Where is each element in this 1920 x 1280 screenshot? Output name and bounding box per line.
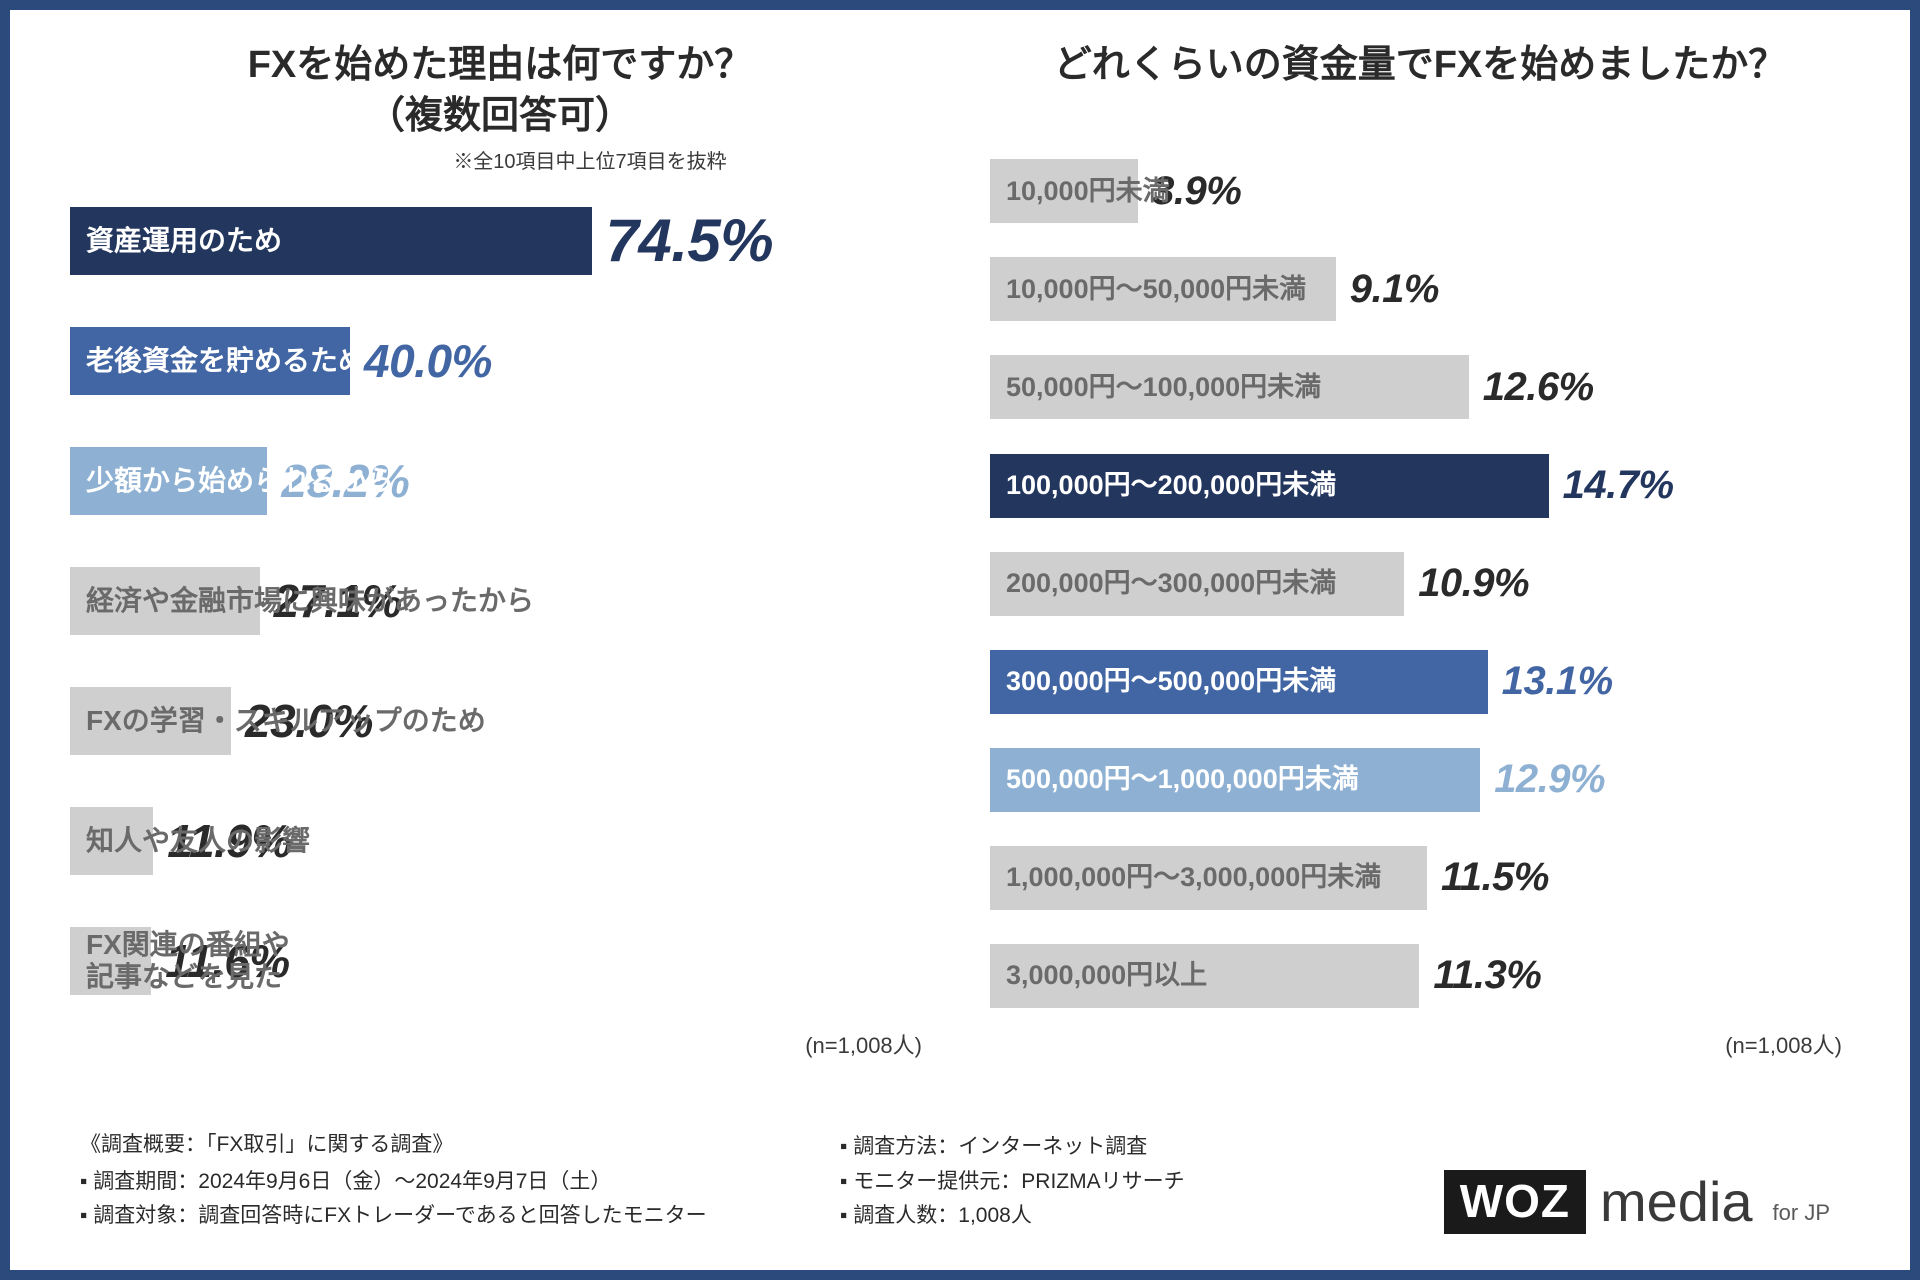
- bar-row: 200,000円〜300,000円未満 10.9%: [990, 552, 1850, 616]
- bar: 資産運用のため: [70, 207, 592, 275]
- left-chart-title: FXを始めた理由は何ですか？（複数回答可）: [70, 40, 930, 143]
- bar-label: 老後資金を貯めるため: [86, 345, 366, 377]
- bar-row: 500,000円〜1,000,000円未満 12.9%: [990, 748, 1850, 812]
- bar-row: 10,000円未満3.9%: [990, 159, 1850, 223]
- left-chart-note: ※全10項目中上位7項目を抜粋: [70, 145, 930, 174]
- bar-label: 資産運用のため: [86, 225, 282, 257]
- bar-label: 10,000円〜50,000円未満: [1006, 274, 1306, 305]
- bar: 300,000円〜500,000円未満: [990, 650, 1488, 714]
- bar-label: 3,000,000円以上: [1006, 960, 1207, 991]
- bar-percent: 14.7%: [1563, 463, 1674, 508]
- bar-label: FX関連の番組や記事などを見た: [86, 929, 290, 993]
- footnote-line: 調査方法：インターネット調査: [840, 1130, 1280, 1165]
- footnote-col-2: 調査方法：インターネット調査 モニター提供元：PRIZMAリサーチ 調査人数：1…: [840, 1130, 1280, 1234]
- bar-label: 1,000,000円〜3,000,000円未満: [1006, 862, 1381, 893]
- bar-row: 10,000円〜50,000円未満 9.1%: [990, 257, 1850, 321]
- bar: 10,000円〜50,000円未満: [990, 257, 1336, 321]
- footnote-heading: 《調査概要：「FX取引」に関する調査》: [80, 1128, 840, 1163]
- bar-row: 50,000円〜100,000円未満 12.6%: [990, 355, 1850, 419]
- logo-text: media: [1600, 1169, 1753, 1234]
- left-bars-area: 資産運用のため74.5%老後資金を貯めるため40.0%少額から始められるから28…: [70, 188, 930, 1034]
- bar-percent: 11.5%: [1441, 855, 1549, 900]
- bar-row: FXの学習・スキルアップのため23.0%: [70, 687, 930, 755]
- left-chart: FXを始めた理由は何ですか？（複数回答可） ※全10項目中上位7項目を抜粋 資産…: [70, 40, 930, 1060]
- logo-box: WOZ: [1444, 1170, 1586, 1234]
- logo: WOZ media for JP: [1444, 1169, 1830, 1234]
- infographic-frame: FXを始めた理由は何ですか？（複数回答可） ※全10項目中上位7項目を抜粋 資産…: [0, 0, 1920, 1280]
- bar: 1,000,000円〜3,000,000円未満: [990, 846, 1427, 910]
- bar: 3,000,000円以上: [990, 944, 1419, 1008]
- bar-row: 3,000,000円以上 11.3%: [990, 944, 1850, 1008]
- bar-percent: 10.9%: [1418, 561, 1529, 606]
- bar-label: 10,000円未満: [1006, 176, 1170, 207]
- charts-row: FXを始めた理由は何ですか？（複数回答可） ※全10項目中上位7項目を抜粋 資産…: [70, 40, 1850, 1060]
- bar-label: 300,000円〜500,000円未満: [1006, 666, 1336, 697]
- bar-label: 200,000円〜300,000円未満: [1006, 568, 1336, 599]
- right-n-label: (n=1,008人): [990, 1028, 1850, 1060]
- bar-percent: 13.1%: [1502, 659, 1613, 704]
- footnote-col-1: 《調査概要：「FX取引」に関する調査》 調査期間：2024年9月6日（金）〜20…: [80, 1128, 840, 1234]
- bar-label: 少額から始められるから: [86, 465, 394, 497]
- footnote-line: 調査人数：1,008人: [840, 1199, 1280, 1234]
- bar-row: 100,000円〜200,000円未満 14.7%: [990, 454, 1850, 518]
- bar-row: 知人や友人の影響11.9%: [70, 807, 930, 875]
- bar-percent: 11.3%: [1433, 953, 1541, 998]
- bar-label: 知人や友人の影響: [86, 825, 310, 857]
- bar-percent: 12.6%: [1483, 365, 1594, 410]
- bar: 100,000円〜200,000円未満: [990, 454, 1549, 518]
- bar-percent: 12.9%: [1494, 757, 1605, 802]
- bar-row: 資産運用のため 74.5%: [70, 207, 930, 275]
- bar: 少額から始められるから: [70, 447, 267, 515]
- bar: 老後資金を貯めるため: [70, 327, 350, 395]
- bar: FX関連の番組や記事などを見た: [70, 927, 151, 995]
- bar-row: 老後資金を貯めるため40.0%: [70, 327, 930, 395]
- bar-row: 1,000,000円〜3,000,000円未満 11.5%: [990, 846, 1850, 910]
- bar: 500,000円〜1,000,000円未満: [990, 748, 1480, 812]
- bar-label: 100,000円〜200,000円未満: [1006, 470, 1336, 501]
- left-n-label: (n=1,008人): [70, 1028, 930, 1060]
- bar: 10,000円未満: [990, 159, 1138, 223]
- bar: FXの学習・スキルアップのため: [70, 687, 231, 755]
- bar-label: 経済や金融市場に興味があったから: [86, 585, 534, 617]
- bar-percent: 9.1%: [1350, 267, 1439, 312]
- bar: 200,000円〜300,000円未満: [990, 552, 1404, 616]
- right-chart-title: どれくらいの資金量でFXを始めましたか？: [990, 40, 1850, 91]
- bar-row: 経済や金融市場に興味があったから27.1%: [70, 567, 930, 635]
- logo-subtext: for JP: [1773, 1200, 1830, 1234]
- bar-label: 500,000円〜1,000,000円未満: [1006, 764, 1359, 795]
- footnote-line: 調査期間：2024年9月6日（金）〜2024年9月7日（土）: [80, 1165, 840, 1200]
- bar-label: FXの学習・スキルアップのため: [86, 705, 486, 737]
- bar: 知人や友人の影響: [70, 807, 153, 875]
- bar: 経済や金融市場に興味があったから: [70, 567, 260, 635]
- bar-row: 少額から始められるから28.2%: [70, 447, 930, 515]
- bar-row: FX関連の番組や記事などを見た11.6%: [70, 927, 930, 995]
- footnote-line: 調査対象：調査回答時にFXトレーダーであると回答したモニター: [80, 1199, 840, 1234]
- right-bars-area: 10,000円未満3.9% 10,000円〜50,000円未満 9.1% 50,000…: [990, 145, 1850, 1034]
- bar-label: 50,000円〜100,000円未満: [1006, 372, 1321, 403]
- bar-percent: 74.5%: [606, 206, 774, 275]
- bar-percent: 40.0%: [364, 334, 492, 388]
- footnote-line: モニター提供元：PRIZMAリサーチ: [840, 1165, 1280, 1200]
- right-chart: どれくらいの資金量でFXを始めましたか？ 10,000円未満3.9%10,000…: [990, 40, 1850, 1060]
- bar-row: 300,000円〜500,000円未満 13.1%: [990, 650, 1850, 714]
- bar: 50,000円〜100,000円未満: [990, 355, 1469, 419]
